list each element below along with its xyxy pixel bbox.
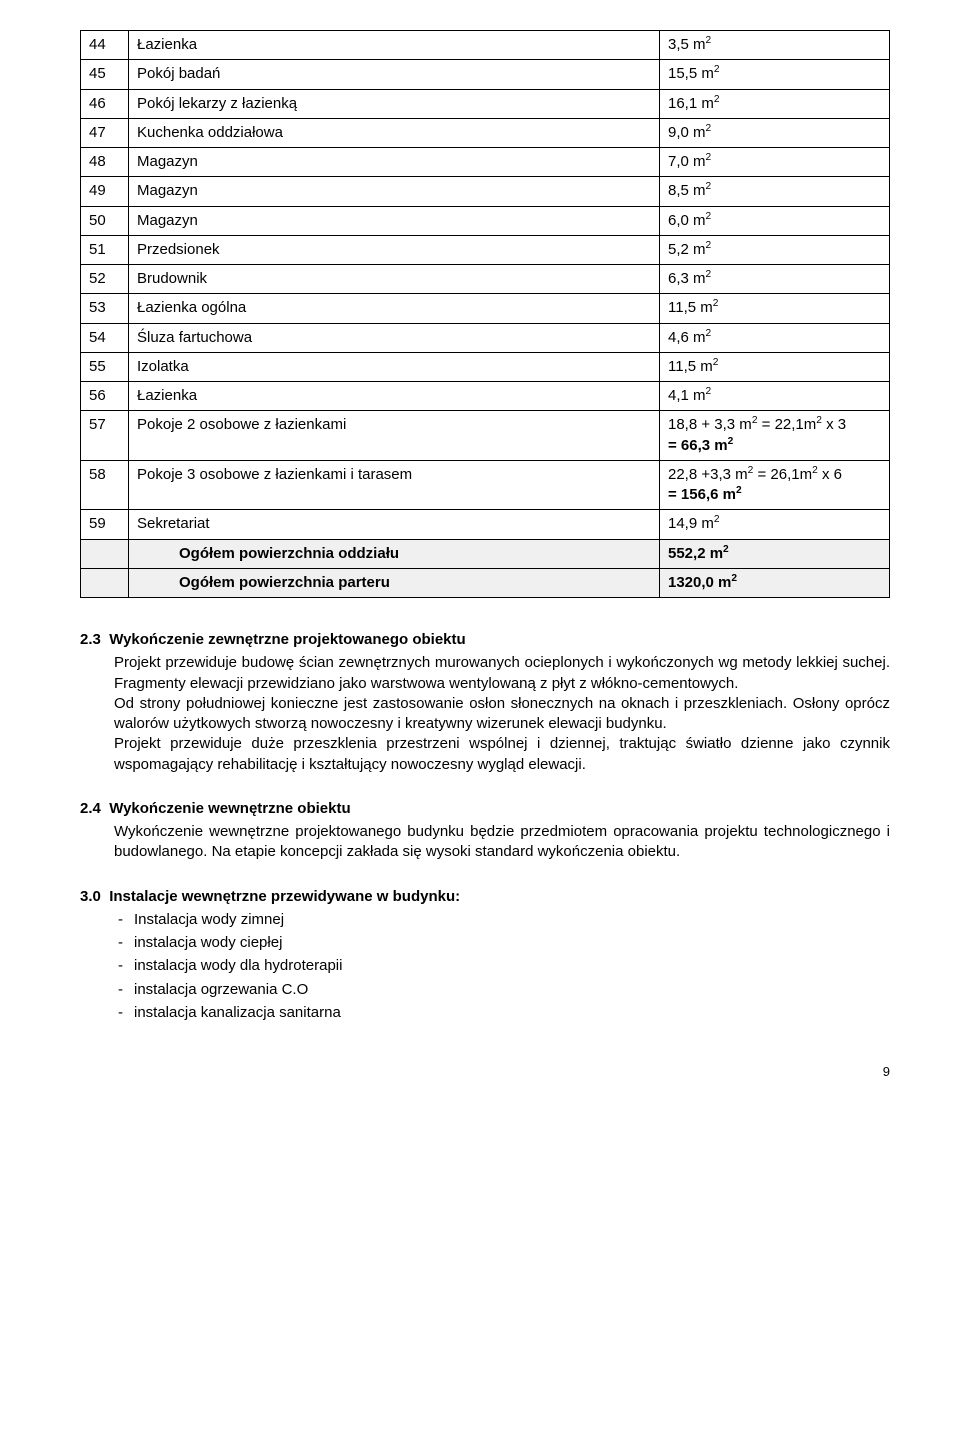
row-value: 4,1 m2 [660,382,890,411]
row-name: Przedsionek [129,235,660,264]
list-item: instalacja kanalizacja sanitarna [114,1003,890,1023]
row-value: 11,5 m2 [660,294,890,323]
installations-list: Instalacja wody zimnej instalacja wody ci… [114,910,890,1023]
table-row: 52Brudownik6,3 m2 [81,265,890,294]
row-name: Pokoje 2 osobowe z łazienkami [129,411,660,461]
section-body: Projekt przewiduje budowę ścian zewnętrz… [114,653,890,775]
page-number: 9 [80,1063,890,1081]
table-row: 54Śluza fartuchowa4,6 m2 [81,323,890,352]
list-item: instalacja ogrzewania C.O [114,980,890,1000]
row-number: 49 [81,177,129,206]
row-value: 22,8 +3,3 m2 = 26,1m2 x 6= 156,6 m2 [660,460,890,510]
row-name: Brudownik [129,265,660,294]
section: 2.3 Wykończenie zewnętrzne projektowaneg… [80,630,890,775]
row-value: 8,5 m2 [660,177,890,206]
list-item: Instalacja wody zimnej [114,910,890,930]
row-number: 59 [81,510,129,539]
row-name: Pokój lekarzy z łazienką [129,89,660,118]
row-value: 4,6 m2 [660,323,890,352]
row-name: Izolatka [129,352,660,381]
rooms-table: 44Łazienka3,5 m245Pokój badań15,5 m246Po… [80,30,890,598]
row-number: 54 [81,323,129,352]
table-row: 46Pokój lekarzy z łazienką16,1 m2 [81,89,890,118]
section: 2.4 Wykończenie wewnętrzne obiektuWykońc… [80,799,890,863]
row-name: Łazienka [129,382,660,411]
section-body: Wykończenie wewnętrzne projektowanego bu… [114,822,890,863]
row-name: Śluza fartuchowa [129,323,660,352]
total-label: Ogółem powierzchnia parteru [129,568,660,597]
row-number: 48 [81,148,129,177]
section-heading: Wykończenie wewnętrzne obiektu [109,800,350,817]
row-name: Kuchenka oddziałowa [129,118,660,147]
row-value: 15,5 m2 [660,60,890,89]
table-row: 51Przedsionek5,2 m2 [81,235,890,264]
row-number: 44 [81,31,129,60]
row-name: Łazienka ogólna [129,294,660,323]
row-name: Pokój badań [129,60,660,89]
table-row: 48Magazyn7,0 m2 [81,148,890,177]
total-number [81,568,129,597]
section-number: 3.0 [80,888,101,905]
row-name: Magazyn [129,148,660,177]
row-name: Łazienka [129,31,660,60]
installations-section: 3.0 Instalacje wewnętrzne przewidywane w… [80,887,890,1024]
table-row: 47Kuchenka oddziałowa9,0 m2 [81,118,890,147]
row-value: 6,3 m2 [660,265,890,294]
list-item: instalacja wody dla hydroterapii [114,956,890,976]
section-number: 2.4 [80,800,101,817]
row-value: 11,5 m2 [660,352,890,381]
table-row: 49Magazyn8,5 m2 [81,177,890,206]
row-number: 57 [81,411,129,461]
row-value: 16,1 m2 [660,89,890,118]
table-row: 53Łazienka ogólna11,5 m2 [81,294,890,323]
row-value: 5,2 m2 [660,235,890,264]
list-item: instalacja wody ciepłej [114,933,890,953]
section-title: 2.4 Wykończenie wewnętrzne obiektu [80,799,890,819]
total-row: Ogółem powierzchnia oddziału552,2 m2 [81,539,890,568]
row-number: 47 [81,118,129,147]
section-number: 2.3 [80,631,101,648]
row-number: 50 [81,206,129,235]
row-number: 55 [81,352,129,381]
table-row: 55Izolatka11,5 m2 [81,352,890,381]
table-row: 57Pokoje 2 osobowe z łazienkami18,8 + 3,… [81,411,890,461]
table-row: 56Łazienka4,1 m2 [81,382,890,411]
row-name: Pokoje 3 osobowe z łazienkami i tarasem [129,460,660,510]
section-heading: Wykończenie zewnętrzne projektowanego ob… [109,631,465,648]
total-label: Ogółem powierzchnia oddziału [129,539,660,568]
section-title: 2.3 Wykończenie zewnętrzne projektowaneg… [80,630,890,650]
row-value: 6,0 m2 [660,206,890,235]
row-number: 46 [81,89,129,118]
row-number: 58 [81,460,129,510]
table-row: 59Sekretariat14,9 m2 [81,510,890,539]
row-value: 7,0 m2 [660,148,890,177]
row-name: Magazyn [129,177,660,206]
table-row: 50Magazyn6,0 m2 [81,206,890,235]
row-number: 51 [81,235,129,264]
row-number: 45 [81,60,129,89]
row-value: 9,0 m2 [660,118,890,147]
total-number [81,539,129,568]
row-value: 3,5 m2 [660,31,890,60]
row-name: Sekretariat [129,510,660,539]
row-number: 53 [81,294,129,323]
section-title: 3.0 Instalacje wewnętrzne przewidywane w… [80,887,890,907]
total-row: Ogółem powierzchnia parteru1320,0 m2 [81,568,890,597]
row-number: 52 [81,265,129,294]
total-value: 1320,0 m2 [660,568,890,597]
table-row: 44Łazienka3,5 m2 [81,31,890,60]
row-name: Magazyn [129,206,660,235]
row-value: 14,9 m2 [660,510,890,539]
table-row: 58Pokoje 3 osobowe z łazienkami i tarase… [81,460,890,510]
table-row: 45Pokój badań15,5 m2 [81,60,890,89]
total-value: 552,2 m2 [660,539,890,568]
row-value: 18,8 + 3,3 m2 = 22,1m2 x 3= 66,3 m2 [660,411,890,461]
section-heading: Instalacje wewnętrzne przewidywane w bud… [109,888,460,905]
row-number: 56 [81,382,129,411]
